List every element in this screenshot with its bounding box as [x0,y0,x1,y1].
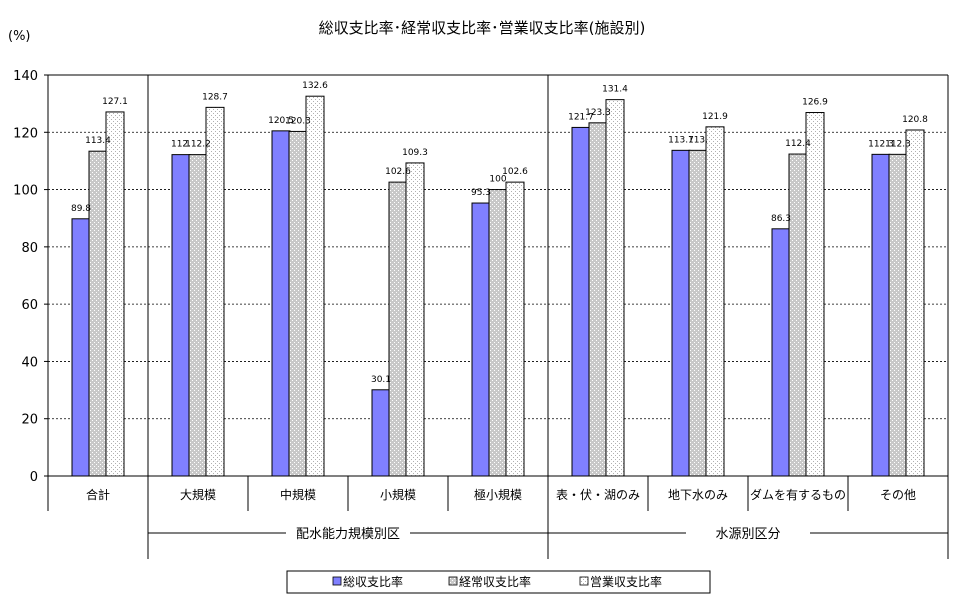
data-label-s1-c4: 100 [489,175,506,185]
y-tick-label-100: 100 [13,184,38,199]
bar-s1-c0 [88,150,108,477]
x-tick-label-2: 中規模 [280,487,316,502]
y-tick-label-60: 60 [21,298,38,313]
data-label-s2-c8: 120.8 [902,115,928,125]
bar-s0-c2 [271,130,291,477]
legend-swatch-ordinary [448,576,458,586]
data-label-s2-c5: 131.4 [602,85,628,95]
y-tick-label-80: 80 [21,241,38,256]
data-label-s1-c3: 102.6 [385,167,411,177]
bar-s2-c6 [705,126,725,477]
data-label-s1-c5: 123.3 [585,108,611,118]
y-tick-label-140: 140 [13,69,38,84]
bar-s1-c4 [488,189,508,477]
y-axis-ticks: 0 20 40 60 80 100 120 140 [13,69,38,485]
bar-s1-c5 [588,122,608,477]
x-tick-label-6: 地下水のみ [668,488,728,502]
legend-label-operating: 営業収支比率 [590,574,662,589]
legend-label-total: 総収支比率 [343,574,403,589]
bar-s2-c2 [305,95,325,477]
bar-s2-c5 [605,99,625,477]
data-label-s1-c7: 112.4 [785,139,811,149]
bar-s0-c4 [471,202,491,477]
bar-s0-c8 [871,153,891,477]
data-label-s0-c4: 95.3 [471,188,491,198]
bar-s1-c3 [388,181,408,477]
bar-s1-c7 [788,153,808,477]
data-label-s0-c5: 121.7 [568,112,594,122]
legend: 総収支比率 経常収支比率 営業収支比率 [286,570,711,594]
y-axis-unit: (%) [8,29,31,44]
bar-s2-c1 [205,106,225,477]
group-label-1: 水源別区分 [715,527,780,542]
bar-s2-c0 [105,111,125,477]
group-label-0: 配水能力規模別区 [296,527,400,542]
bar-s1-c2 [288,130,308,477]
x-tick-label-7: ダムを有するもの [750,487,846,502]
legend-swatch-operating [579,576,589,586]
data-label-s1-c8: 112.3 [885,139,911,149]
bar-s0-c6 [671,149,691,477]
bar-s2-c4 [505,181,525,477]
x-tick-label-3: 小規模 [380,487,416,502]
bar-s2-c7 [805,112,825,477]
data-label-s0-c2: 120.5 [268,116,294,126]
data-label-s1-c1: 112.2 [185,140,211,150]
data-label-s2-c3: 109.3 [402,148,428,158]
data-label-s1-c6: 113. [688,135,708,145]
data-label-s0-c7: 86.3 [771,214,791,224]
y-tick-label-120: 120 [13,126,38,141]
bar-s1-c6 [688,149,708,477]
data-label-s0-c1: 112. [171,140,191,150]
bar-s0-c3 [371,389,391,477]
bar-s2-c8 [905,129,925,477]
bar-s0-c7 [771,228,791,477]
data-label-s0-c0: 89.8 [71,204,91,214]
bar-s0-c5 [571,126,591,477]
data-label-s2-c0: 127.1 [102,97,128,107]
x-axis-ticks: 合計 大規模 中規模 小規模 極小規模 表・伏・湖のみ 地下水のみ ダムを有するもの その他 [86,487,916,502]
chart-title: 総収支比率･経常収支比率･営業収支比率(施設別) [319,19,646,37]
legend-label-ordinary: 経常収支比率 [459,574,531,589]
legend-swatch-total [332,576,342,586]
bar-s0-c0 [71,218,91,477]
bars [71,95,925,477]
data-label-s2-c6: 121.9 [702,112,728,122]
data-label-s2-c1: 128.7 [202,92,228,102]
data-label-s0-c8: 112.3 [868,139,894,149]
x-tick-label-8: その他 [880,488,916,502]
category-groups: 配水能力規模別区 水源別区分 [147,75,949,559]
bar-s2-c3 [405,162,425,477]
bar-s1-c1 [188,154,208,477]
data-label-s2-c2: 132.6 [302,81,328,91]
x-tick-label-1: 大規模 [180,487,216,502]
data-label-s2-c7: 126.9 [802,98,828,108]
bar-s1-c8 [888,153,908,477]
y-tick-label-40: 40 [21,355,38,370]
data-label-s0-c6: 113.7 [668,135,694,145]
data-label-s1-c0: 113.4 [85,136,111,146]
legend-box [286,570,711,594]
y-tick-label-20: 20 [21,413,38,428]
data-label-s0-c3: 30.1 [371,375,391,385]
x-tick-label-0: 合計 [86,487,110,502]
y-tick-label-0: 0 [30,470,38,485]
x-tick-label-5: 表・伏・湖のみ [556,487,640,502]
x-tick-label-4: 極小規模 [474,487,522,502]
bar-s0-c1 [171,154,191,477]
data-label-s1-c2: 120.3 [285,116,311,126]
data-label-s2-c4: 102.6 [502,167,528,177]
